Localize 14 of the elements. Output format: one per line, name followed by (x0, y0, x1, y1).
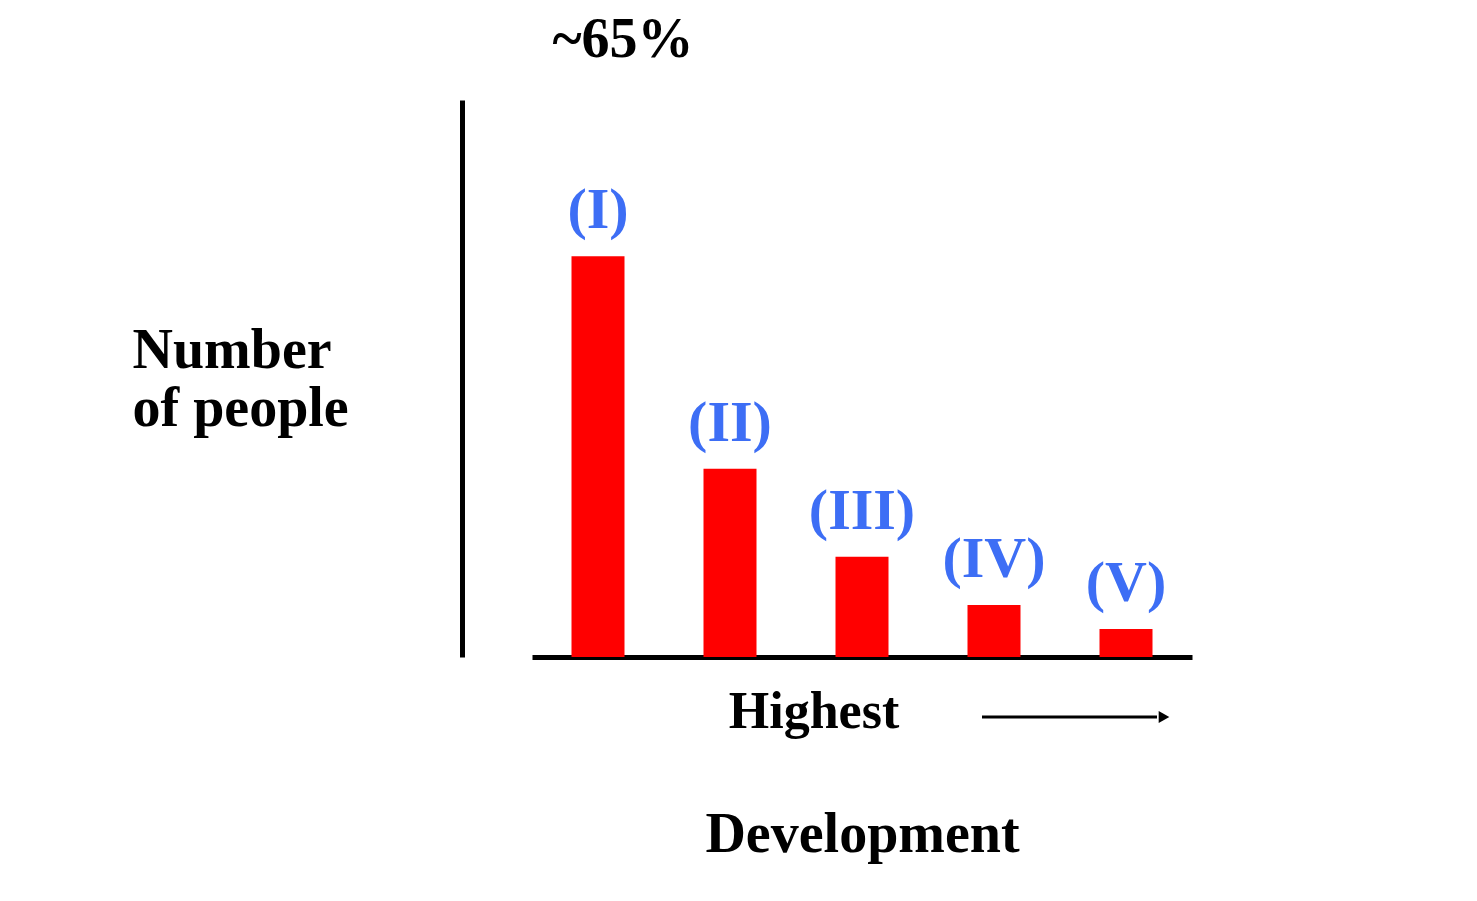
x-axis-title: Development (705, 801, 1020, 864)
bar (571, 256, 625, 657)
x-tick-label: (V) (1085, 548, 1167, 614)
text: ~65% (552, 7, 694, 69)
bar (1099, 628, 1153, 657)
text: Highest (728, 682, 900, 739)
bar (835, 556, 889, 657)
x-tick-label: (I) (567, 176, 629, 242)
x-tick-label: (IV) (942, 524, 1046, 590)
bar (703, 468, 757, 657)
y-axis-title: Number of people (132, 318, 349, 439)
bar (967, 604, 1021, 657)
x-tick-label: (III) (808, 476, 916, 542)
x-tick-label: (II) (688, 388, 772, 454)
